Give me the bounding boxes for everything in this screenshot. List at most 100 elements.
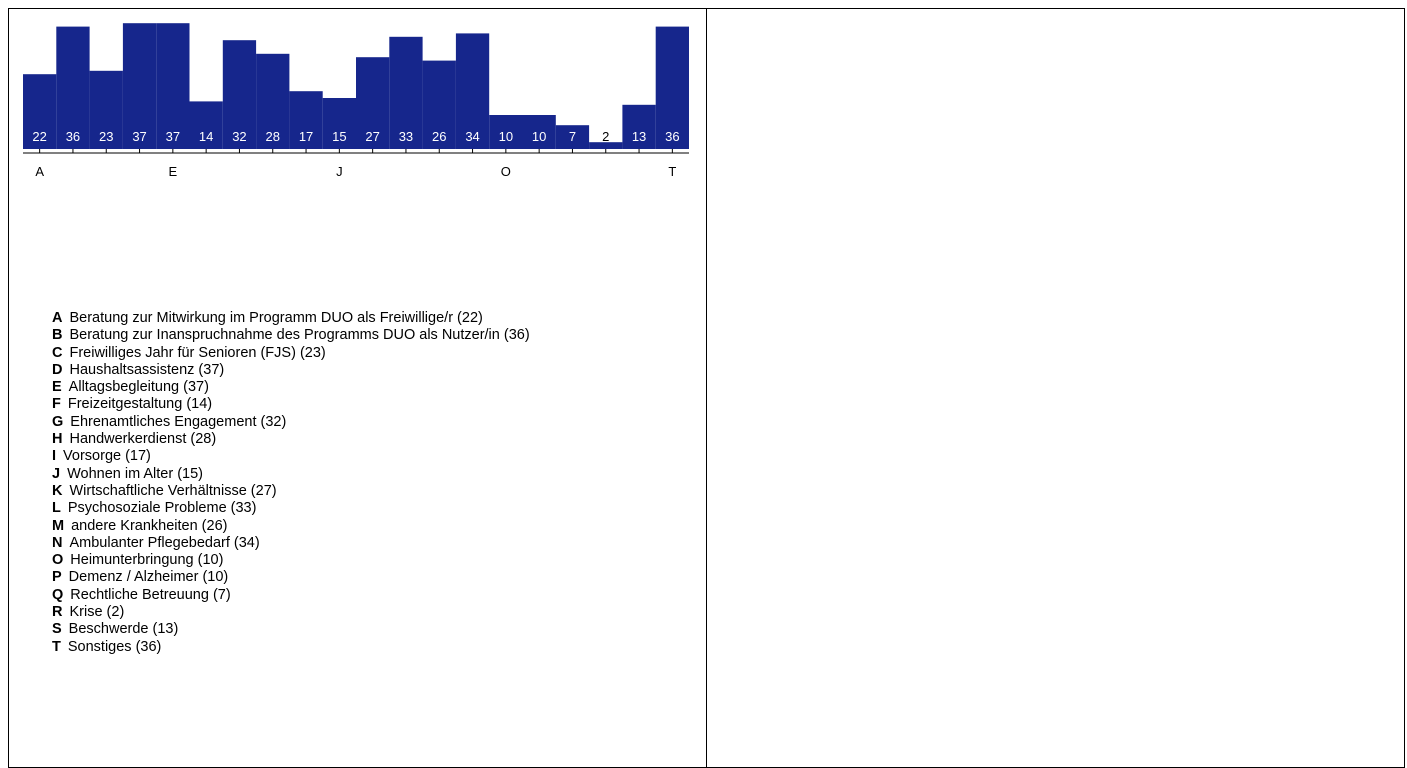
bar-value-label: 37 xyxy=(166,129,180,144)
bar-value-label: 10 xyxy=(532,129,546,144)
legend-label: Heimunterbringung (10) xyxy=(70,552,224,569)
legend-key: J xyxy=(52,465,61,482)
legend-key: I xyxy=(52,448,57,465)
bar-h xyxy=(256,53,290,149)
legend-item: F Freizeitgestaltung (14) xyxy=(52,396,530,413)
legend-item: T Sonstiges (36) xyxy=(52,639,530,656)
legend-key: E xyxy=(52,379,62,396)
legend-label: Sonstiges (36) xyxy=(67,638,162,655)
bar-value-label: 13 xyxy=(632,129,646,144)
legend-item: R Krise (2) xyxy=(52,604,530,621)
legend-label: Beratung zur Inanspruchnahme des Program… xyxy=(69,327,530,344)
legend-item: S Beschwerde (13) xyxy=(52,621,530,638)
chart-legend: A Beratung zur Mitwirkung im Programm DUO… xyxy=(52,310,530,656)
legend-item: L Psychosoziale Probleme (33) xyxy=(52,500,530,517)
x-tick-label: E xyxy=(169,164,178,179)
bar-j xyxy=(322,98,356,149)
bar-d xyxy=(122,23,157,150)
legend-key: H xyxy=(52,431,63,448)
x-tick-label: T xyxy=(668,164,676,179)
legend-label: Freiwilliges Jahr für Senioren (FJS) (23… xyxy=(69,344,326,361)
legend-label: Vorsorge (17) xyxy=(63,448,151,465)
legend-key: D xyxy=(52,361,63,378)
bar-n xyxy=(455,33,490,149)
legend-key: G xyxy=(52,413,64,430)
bar-k xyxy=(356,57,390,150)
legend-item: A Beratung zur Mitwirkung im Programm DUO… xyxy=(52,310,530,327)
legend-item: H Handwerkerdienst (28) xyxy=(52,431,530,448)
legend-label: Psychosoziale Probleme (33) xyxy=(67,500,257,517)
legend-key: C xyxy=(52,344,63,361)
legend-key: A xyxy=(52,310,63,326)
bar-t xyxy=(655,26,689,150)
legend-item: B Beratung zur Inanspruchnahme des Progra… xyxy=(52,327,530,344)
legend-item: O Heimunterbringung (10) xyxy=(52,552,530,569)
bar-g xyxy=(222,40,257,150)
legend-key: T xyxy=(52,638,61,655)
legend-item: N Ambulanter Pflegebedarf (34) xyxy=(52,535,530,552)
legend-key: O xyxy=(52,552,64,569)
bar-f xyxy=(189,101,223,149)
bar-l xyxy=(389,36,423,149)
bar-value-label: 27 xyxy=(365,129,379,144)
legend-label: Rechtliche Betreuung (7) xyxy=(70,586,231,603)
bar-value-label: 37 xyxy=(132,129,146,144)
legend-key: P xyxy=(52,569,62,586)
bar-o xyxy=(489,115,523,149)
column-divider xyxy=(706,8,707,768)
legend-item: E Alltagsbegleitung (37) xyxy=(52,379,530,396)
bar-s xyxy=(622,104,656,149)
legend-label: Beschwerde (13) xyxy=(68,621,179,638)
bar-value-label: 33 xyxy=(399,129,413,144)
bar-q xyxy=(555,125,590,149)
bar-b xyxy=(56,26,90,150)
legend-label: Ehrenamtliches Engagement (32) xyxy=(70,413,287,430)
bar-r xyxy=(589,142,623,149)
legend-item: G Ehrenamtliches Engagement (32) xyxy=(52,414,530,431)
legend-label: Ambulanter Pflegebedarf (34) xyxy=(69,534,260,551)
legend-key: R xyxy=(52,604,63,621)
bar-value-label: 36 xyxy=(66,129,80,144)
legend-item: P Demenz / Alzheimer (10) xyxy=(52,569,530,586)
legend-key: L xyxy=(52,500,61,517)
legend-label: andere Krankheiten (26) xyxy=(71,517,228,534)
bar-p xyxy=(522,115,556,149)
legend-label: Alltagsbegleitung (37) xyxy=(68,379,209,396)
bar-value-label: 34 xyxy=(465,129,479,144)
legend-label: Beratung zur Mitwirkung im Programm DUO … xyxy=(69,310,483,326)
bar-value-label: 10 xyxy=(499,129,513,144)
legend-label: Wohnen im Alter (15) xyxy=(67,465,204,482)
legend-item: C Freiwilliges Jahr für Senioren (FJS) (2… xyxy=(52,345,530,362)
bar-value-label: 15 xyxy=(332,129,346,144)
legend-label: Demenz / Alzheimer (10) xyxy=(68,569,229,586)
bar-value-label: 28 xyxy=(266,129,280,144)
legend-item: I Vorsorge (17) xyxy=(52,448,530,465)
bar-value-label: 32 xyxy=(232,129,246,144)
bar-c xyxy=(89,70,123,149)
legend-key: N xyxy=(52,534,63,551)
bar-i xyxy=(289,91,323,149)
legend-label: Wirtschaftliche Verhältnisse (27) xyxy=(69,482,277,499)
legend-key: S xyxy=(52,621,62,638)
x-tick-label: J xyxy=(336,164,343,179)
bar-value-label: 26 xyxy=(432,129,446,144)
bar-value-label: 22 xyxy=(32,129,46,144)
bar-e xyxy=(156,23,190,150)
x-tick-label: A xyxy=(35,164,44,179)
legend-key: K xyxy=(52,482,63,499)
bar-m xyxy=(422,60,456,149)
legend-label: Freizeitgestaltung (14) xyxy=(67,396,213,413)
bar-a xyxy=(23,74,57,149)
bar-chart: 22 36 23 37 37 14 32 28 17 15 27 33 26 34 10 10 7 2 13 36 A E… xyxy=(23,23,689,179)
legend-label: Haushaltsassistenz (37) xyxy=(69,361,225,378)
legend-key: B xyxy=(52,327,63,344)
bar-value-label: 17 xyxy=(299,129,313,144)
legend-key: M xyxy=(52,517,65,534)
legend-item: K Wirtschaftliche Verhältnisse (27) xyxy=(52,483,530,500)
x-tick-label: O xyxy=(501,164,511,179)
legend-item: D Haushaltsassistenz (37) xyxy=(52,362,530,379)
legend-label: Handwerkerdienst (28) xyxy=(69,431,217,448)
legend-item: J Wohnen im Alter (15) xyxy=(52,466,530,483)
bar-value-label: 14 xyxy=(199,129,213,144)
